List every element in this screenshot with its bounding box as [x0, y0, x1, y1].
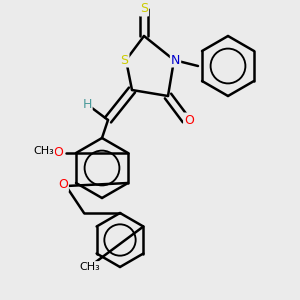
- Text: CH₃: CH₃: [80, 262, 100, 272]
- Text: O: O: [184, 113, 194, 127]
- Text: O: O: [54, 146, 63, 160]
- Text: H: H: [82, 98, 92, 112]
- Text: O: O: [58, 178, 68, 191]
- Text: S: S: [140, 2, 148, 16]
- Text: CH₃: CH₃: [33, 146, 54, 157]
- Text: S: S: [121, 53, 128, 67]
- Text: N: N: [171, 53, 180, 67]
